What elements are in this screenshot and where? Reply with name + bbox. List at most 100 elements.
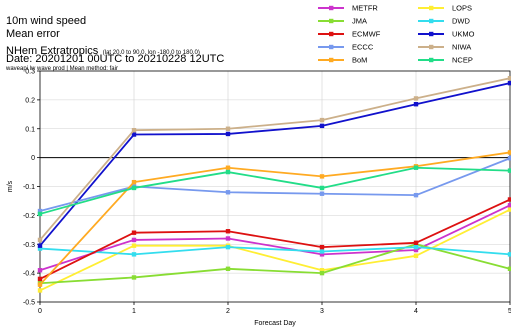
data-point-bom [225, 165, 231, 170]
legend-marker-bom [329, 57, 334, 63]
legend-label-eccc: ECCC [352, 43, 374, 52]
data-point-ecmwf [225, 229, 231, 234]
legend-label-ncep: NCEP [452, 56, 473, 65]
series-line-eccc [39, 157, 511, 212]
legend-label-dwd: DWD [452, 17, 470, 26]
legend-marker-lops [429, 5, 434, 11]
data-point-niwa [37, 237, 43, 243]
series-line-bom [39, 151, 511, 286]
legend-marker-ecmwf [329, 31, 334, 37]
series-line-dwd [39, 246, 511, 256]
data-point-lops [131, 243, 137, 248]
date-range: Date: 20201201 00UTC to 20210228 12UTC [6, 53, 225, 65]
series-line-ecmwf [39, 198, 511, 280]
legend-marker-ncep [429, 57, 434, 63]
y-tick-label: -0.3 [23, 242, 35, 249]
legend-label-metfr: METFR [352, 4, 378, 13]
data-point-niwa [413, 96, 419, 101]
data-point-ukmo [507, 80, 511, 86]
data-point-niwa [507, 76, 511, 81]
data-point-lops [507, 207, 511, 212]
y-tick-label: 0.3 [25, 69, 35, 76]
grid [40, 71, 510, 302]
data-point-eccc [507, 156, 511, 161]
data-point-bom [37, 282, 43, 287]
data-point-ecmwf [413, 240, 419, 246]
x-tick-label: 3 [320, 308, 324, 315]
data-point-ukmo [413, 102, 419, 107]
data-point-ncep [507, 168, 511, 173]
chart-title: 10m wind speed [6, 15, 87, 27]
data-point-ecmwf [319, 244, 325, 250]
data-point-bom [507, 150, 511, 155]
series-line-ukmo [39, 82, 511, 247]
legend-label-bom: BoM [352, 56, 367, 65]
legend: METFR LOPS JMA DWD ECMWF UKMO ECCC NIWA BoM NCEP [318, 4, 475, 65]
data-point-ncep [131, 185, 137, 191]
x-tick-label: 1 [132, 308, 136, 315]
legend-label-jma: JMA [352, 17, 367, 26]
data-point-dwd [131, 252, 137, 257]
data-point-dwd [507, 252, 511, 257]
data-point-dwd [413, 244, 419, 250]
series-line-niwa [39, 77, 511, 241]
data-point-ecmwf [37, 276, 43, 282]
x-tick-label: 5 [508, 308, 511, 315]
legend-label-ukmo: UKMO [452, 30, 475, 39]
data-point-ncep [413, 165, 419, 170]
y-tick-label: -0.5 [23, 300, 35, 307]
y-tick-label: -0.4 [23, 271, 35, 278]
legend-label-lops: LOPS [452, 4, 472, 13]
data-point-lops [413, 253, 419, 258]
data-point-ncep [37, 211, 43, 217]
data-point-metfr [225, 236, 231, 241]
legend-marker-ukmo [429, 31, 434, 37]
data-point-bom [131, 179, 137, 185]
data-point-metfr [507, 203, 511, 208]
data-point-eccc [319, 191, 325, 196]
data-point-metfr [131, 237, 137, 243]
series-line-metfr [39, 204, 511, 272]
legend-marker-niwa [429, 44, 434, 50]
data-point-ncep [225, 169, 231, 175]
data-point-ukmo [225, 131, 231, 137]
data-point-ncep [319, 185, 325, 191]
legend-label-niwa: NIWA [452, 43, 471, 52]
data-point-jma [319, 270, 325, 276]
series-layer [37, 76, 511, 293]
data-point-ukmo [37, 243, 43, 248]
y-tick-label: -0.1 [23, 184, 35, 191]
data-point-dwd [37, 246, 43, 251]
chart-subtitle: Mean error [6, 28, 60, 40]
data-point-lops [319, 268, 325, 273]
data-point-jma [507, 266, 511, 271]
data-point-eccc [413, 192, 419, 198]
x-tick-label: 0 [38, 308, 42, 315]
x-tick-label: 2 [226, 308, 230, 315]
region-name: NHem Extratropics [6, 45, 99, 57]
method-note: waveapi lw wave prod | Mean method: fair [6, 66, 118, 72]
legend-label-ecmwf: ECMWF [352, 30, 381, 39]
data-point-niwa [225, 126, 231, 131]
data-point-jma [131, 275, 137, 280]
data-point-metfr [319, 252, 325, 257]
y-tick-label: 0 [31, 155, 35, 162]
y-tick-label: -0.2 [23, 213, 35, 220]
y-tick-label: 0.2 [25, 97, 35, 104]
data-point-ecmwf [507, 197, 511, 202]
x-tick-label: 4 [414, 308, 418, 315]
region-line: NHem Extratropics (lat 20.0 to 90.0, lon… [6, 41, 200, 59]
y-axis-label: m/s [7, 180, 14, 192]
data-point-eccc [225, 190, 231, 195]
data-point-jma [225, 266, 231, 271]
data-point-ukmo [319, 123, 325, 129]
data-point-ukmo [131, 132, 137, 137]
legend-marker-metfr [329, 5, 334, 11]
legend-marker-dwd [429, 18, 434, 24]
region-detail: (lat 20.0 to 90.0, lon -180.0 to 180.0) [102, 50, 200, 56]
data-point-eccc [37, 208, 43, 214]
y-tick-label: 0.1 [25, 126, 35, 133]
data-point-dwd [225, 244, 231, 250]
series-line-ncep [39, 166, 511, 215]
